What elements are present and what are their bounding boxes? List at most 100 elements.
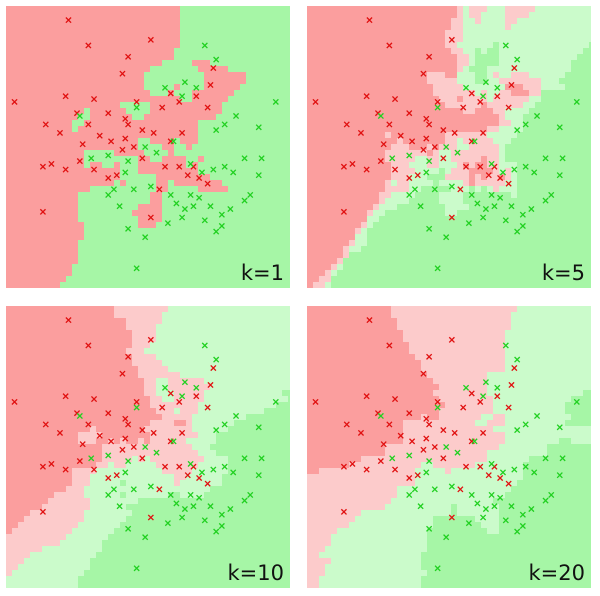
data-point [508,81,515,89]
data-point [42,421,49,428]
data-point [153,449,160,456]
panel-3: k=10 [6,306,290,588]
data-point [443,143,450,151]
data-point [170,438,177,445]
data-point [573,398,580,405]
data-point [62,166,69,173]
data-point [255,172,262,179]
data-point [559,455,566,462]
data-point [508,203,515,210]
data-point [213,427,220,434]
data-point [204,104,211,111]
data-point [462,84,470,91]
data-point [213,528,220,535]
data-point [471,438,478,445]
data-point [420,70,427,77]
data-point [133,265,140,272]
data-point [125,421,132,428]
data-point [85,42,92,49]
data-point [210,64,217,72]
data-point [542,155,549,162]
data-point [181,505,188,513]
data-point [85,342,92,349]
data-point [497,174,504,182]
data-point [312,98,319,105]
data-point [133,565,140,572]
data-point [139,127,146,134]
data-point [122,469,129,476]
data-point [431,186,438,193]
data-point [193,384,200,391]
data-point [176,163,183,170]
data-point [207,203,214,210]
data-point [241,497,248,504]
data-point [210,166,217,173]
data-point [494,384,501,391]
data-point [426,225,433,232]
series-red [11,17,217,221]
data-point [133,404,140,411]
data-point [122,169,129,176]
data-point [556,124,563,131]
data-point [482,79,489,86]
data-point [147,483,154,490]
data-point [201,342,208,349]
data-point [497,474,504,482]
data-point [420,146,427,153]
data-point [426,121,433,128]
data-point [130,186,137,193]
data-point [150,129,157,136]
data-point [391,396,399,403]
data-point [125,525,132,532]
data-point [179,129,186,136]
data-point [179,214,186,221]
data-point [204,480,211,487]
data-point [406,410,413,417]
data-point [167,191,174,198]
series-green [377,342,580,572]
data-point [468,90,475,97]
data-point [414,172,421,179]
data-point [343,121,350,128]
data-point [397,432,404,439]
data-point [488,460,495,467]
data-point [179,393,186,400]
data-point [448,336,455,343]
data-point [499,469,507,476]
data-point [48,460,55,467]
data-point [105,152,112,159]
data-point [508,503,515,510]
data-point [357,129,365,136]
data-point [502,217,509,224]
data-point [150,429,157,436]
panel-4: k=20 [307,306,591,588]
data-point [125,458,132,465]
data-point [434,98,441,105]
data-point [414,472,421,479]
data-point [105,110,112,117]
data-point [241,455,248,462]
data-point [48,160,55,167]
data-point [159,404,166,411]
data-point [485,472,492,479]
data-point [542,197,549,204]
data-point [79,141,86,148]
series-red [312,317,518,521]
data-point [105,191,112,198]
data-point [62,466,69,473]
data-point [423,415,430,422]
data-point [426,353,433,360]
k-value-label: k=20 [529,561,585,585]
data-point [232,412,240,420]
data-point [533,112,541,120]
data-point [556,472,563,479]
data-point [142,534,149,541]
data-point [11,398,18,405]
data-point [411,186,418,193]
data-point [255,424,262,431]
data-point [56,429,64,436]
data-point [494,93,501,100]
data-point [431,443,438,451]
data-point [434,398,441,405]
data-point [201,42,208,49]
